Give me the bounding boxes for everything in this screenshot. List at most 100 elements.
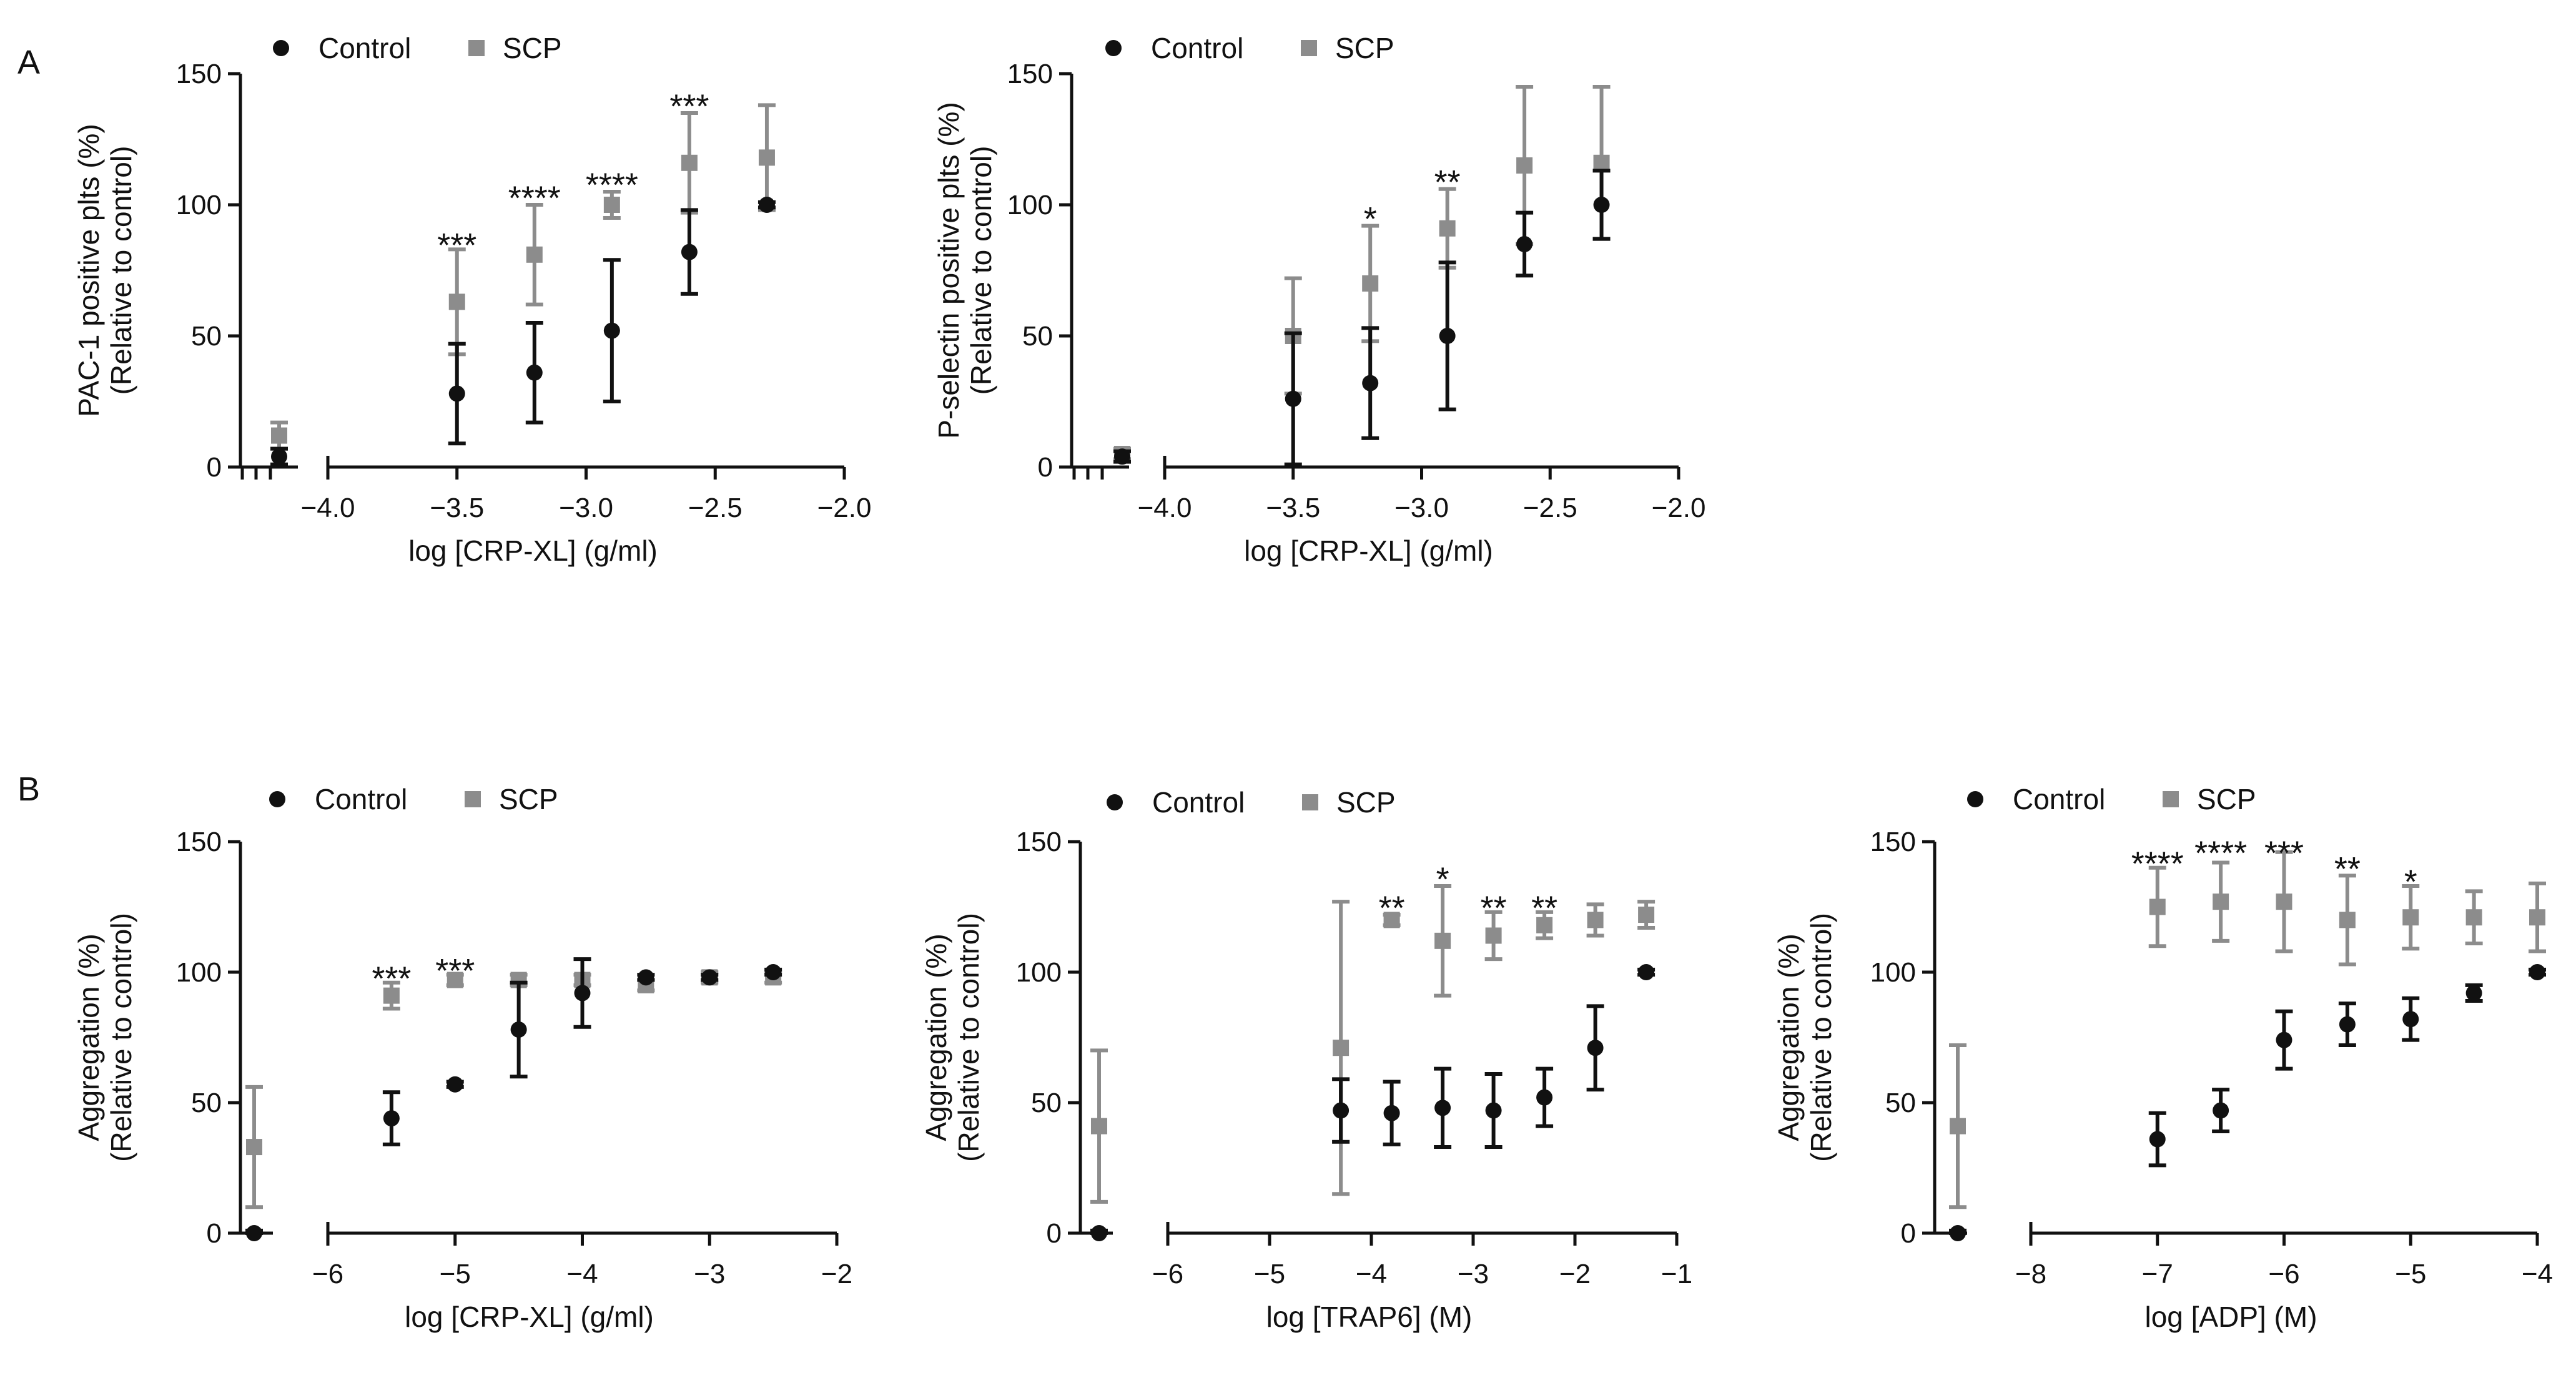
scp-point <box>1638 907 1655 923</box>
legend-scp-label: SCP <box>2197 783 2256 815</box>
chart-b3: 0 50 100 150 −8 −7 −6 −5 −4 log [ADP] (M) Aggregat… <box>1772 783 2553 1333</box>
control-point <box>2529 964 2545 980</box>
control-point <box>1362 375 1379 391</box>
significance-label: *** <box>435 952 475 990</box>
significance-label: *** <box>372 960 411 997</box>
significance-label: *** <box>437 227 476 264</box>
legend: Control SCP <box>1967 783 2256 815</box>
y-tick-label: 0 <box>1901 1218 1916 1249</box>
control-point <box>1587 1040 1604 1056</box>
control-point <box>2149 1131 2166 1148</box>
x-tick-label: −2.0 <box>1652 493 1706 523</box>
baseline-control-point <box>1950 1225 1966 1241</box>
scp-point <box>2213 893 2229 910</box>
significance-label: ** <box>1531 890 1557 927</box>
chart-b1: 0 50 100 150 −6 −5 −4 −3 −2 log [CRP-XL] (g/ml) Ag… <box>72 783 852 1333</box>
y-tick-label: 50 <box>1022 321 1053 352</box>
control-point <box>448 385 465 402</box>
y-axis <box>1922 840 2539 1246</box>
legend-control-label: Control <box>1151 32 1243 64</box>
control-point <box>2276 1031 2292 1048</box>
significance-label: **** <box>2131 845 2184 882</box>
y-tick-label: 100 <box>1870 957 1916 988</box>
chart-a2: 0 50 100 150 −4.0 −3.5 −3.0 −2.5 −2.0 log [CRP-XL… <box>932 32 1705 567</box>
baseline-scp-point <box>246 1139 262 1156</box>
legend-scp-label: SCP <box>503 32 562 64</box>
scp-point <box>2149 898 2166 915</box>
control-point <box>765 964 782 980</box>
y-axis-label-line: P-selectin positive plts (%) <box>932 102 965 438</box>
control-point <box>447 1076 463 1093</box>
legend-control-marker <box>273 40 289 56</box>
scp-point <box>383 987 400 1004</box>
significance-label: * <box>2404 864 2417 901</box>
x-tick-label: −5 <box>440 1259 471 1289</box>
legend: Control SCP <box>1105 32 1394 64</box>
scp-point <box>1536 917 1553 933</box>
control-point <box>2339 1016 2356 1033</box>
x-tick-label: −2 <box>1559 1259 1591 1289</box>
legend: Control SCP <box>273 32 562 64</box>
y-tick-label: 50 <box>1885 1088 1916 1118</box>
control-point <box>1516 236 1533 252</box>
significance-label: ** <box>1379 890 1405 927</box>
x-tick-label: −6 <box>2268 1259 2299 1289</box>
control-point <box>1434 1100 1451 1116</box>
control-point <box>1333 1102 1350 1119</box>
x-axis-label: log [CRP-XL] (g/ml) <box>1244 534 1493 567</box>
legend-scp-marker <box>465 791 481 807</box>
y-axis-label-line: Aggregation (%) <box>1772 933 1805 1141</box>
x-axis-label: log [CRP-XL] (g/ml) <box>408 534 658 567</box>
scp-point <box>1587 912 1604 928</box>
y-axis <box>1068 840 1679 1246</box>
y-tick-label: 100 <box>176 190 222 220</box>
y-axis-label-line: (Relative to control) <box>1805 913 1837 1162</box>
baseline-control-point <box>246 1225 262 1241</box>
control-point <box>1439 328 1456 344</box>
y-tick-label: 150 <box>1870 827 1916 857</box>
legend-scp-label: SCP <box>1335 32 1394 64</box>
y-axis-label: PAC-1 positive plts (%)(Relative to cont… <box>72 124 137 417</box>
significance-label: *** <box>669 87 709 125</box>
control-point <box>526 364 543 381</box>
x-tick-label: −5 <box>2395 1259 2426 1289</box>
x-tick-label: −2.0 <box>817 493 872 523</box>
legend: Control SCP <box>269 783 558 815</box>
panel-label-b: B <box>17 770 40 808</box>
x-axis-label: log [TRAP6] (M) <box>1266 1301 1473 1333</box>
control-point <box>1383 1105 1400 1121</box>
y-axis-label: Aggregation (%)(Relative to control) <box>920 913 985 1162</box>
y-tick-label: 100 <box>1007 190 1053 220</box>
x-tick-label: −3.0 <box>559 493 613 523</box>
legend-control-label: Control <box>318 32 411 64</box>
significance-label: **** <box>586 166 638 204</box>
significance-label: *** <box>2264 835 2304 872</box>
y-tick-label: 0 <box>207 1218 222 1249</box>
control-point <box>1593 197 1610 213</box>
x-tick-label: −2.5 <box>1523 493 1577 523</box>
y-axis-label-line: (Relative to control) <box>105 146 137 395</box>
y-tick-label: 0 <box>207 452 222 483</box>
scp-point <box>1362 275 1379 292</box>
baseline-control-point <box>271 448 287 465</box>
y-axis-label: Aggregation (%)(Relative to control) <box>1772 913 1837 1162</box>
legend-scp-marker <box>468 40 485 56</box>
x-tick-label: −4.0 <box>1138 493 1192 523</box>
control-point <box>2213 1102 2229 1119</box>
legend: Control SCP <box>1107 786 1396 819</box>
x-tick-label: −5 <box>1254 1259 1285 1289</box>
x-tick-label: −1 <box>1661 1259 1692 1289</box>
x-tick-label: −4 <box>566 1259 598 1289</box>
control-point <box>510 1021 527 1038</box>
control-point <box>2402 1011 2419 1028</box>
scp-point <box>1439 220 1456 237</box>
significance-label: ** <box>1481 890 1507 927</box>
scp-point <box>447 972 463 988</box>
scp-point <box>1333 1040 1350 1056</box>
baseline-scp-point <box>271 427 287 444</box>
legend-control-marker <box>269 791 285 807</box>
x-tick-label: −4 <box>1356 1259 1387 1289</box>
x-axis-label: log [CRP-XL] (g/ml) <box>405 1301 654 1333</box>
scp-point <box>603 197 620 213</box>
